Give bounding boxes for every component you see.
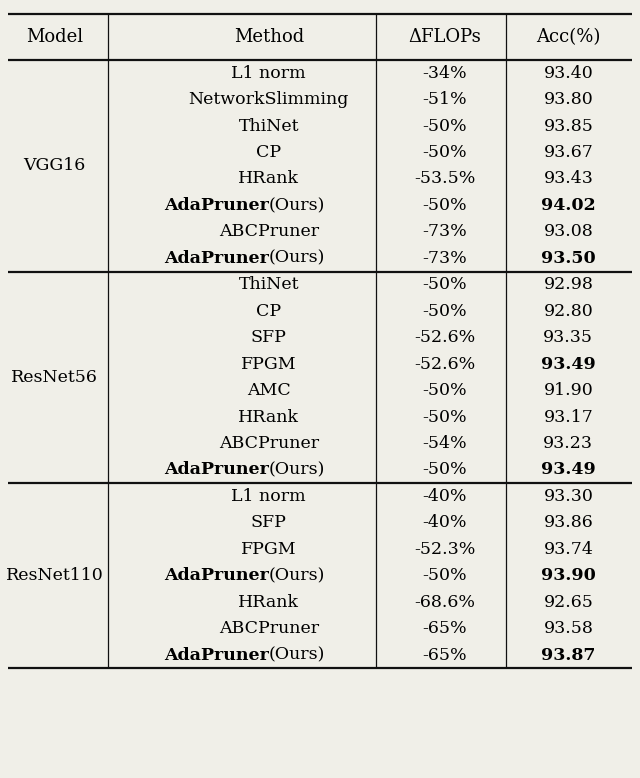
Text: -50%: -50% — [422, 197, 467, 214]
Text: 93.85: 93.85 — [543, 117, 593, 135]
Text: 93.43: 93.43 — [543, 170, 593, 187]
Text: -50%: -50% — [422, 382, 467, 399]
Text: -50%: -50% — [422, 117, 467, 135]
Text: SFP: SFP — [251, 329, 287, 346]
Text: 92.98: 92.98 — [543, 276, 593, 293]
Text: -54%: -54% — [422, 435, 467, 452]
Text: -50%: -50% — [422, 408, 467, 426]
Text: VGG16: VGG16 — [23, 157, 86, 174]
Text: 93.74: 93.74 — [543, 541, 593, 558]
Text: L1 norm: L1 norm — [232, 65, 306, 82]
Text: -51%: -51% — [422, 91, 467, 108]
Text: SFP: SFP — [251, 514, 287, 531]
Text: Method: Method — [234, 28, 304, 46]
Text: -40%: -40% — [422, 514, 467, 531]
Text: 93.35: 93.35 — [543, 329, 593, 346]
Text: CP: CP — [256, 303, 282, 320]
Text: (Ours): (Ours) — [269, 647, 325, 664]
Text: -50%: -50% — [422, 461, 467, 478]
Text: -52.6%: -52.6% — [414, 356, 476, 373]
Text: ABCPruner: ABCPruner — [219, 620, 319, 637]
Text: -65%: -65% — [422, 647, 467, 664]
Text: -50%: -50% — [422, 303, 467, 320]
Text: NetworkSlimming: NetworkSlimming — [189, 91, 349, 108]
Text: HRank: HRank — [238, 170, 300, 187]
Text: 93.23: 93.23 — [543, 435, 593, 452]
Text: 93.86: 93.86 — [543, 514, 593, 531]
Text: HRank: HRank — [238, 408, 300, 426]
Text: AdaPruner: AdaPruner — [164, 250, 269, 267]
Text: ABCPruner: ABCPruner — [219, 435, 319, 452]
Text: 94.02: 94.02 — [541, 197, 596, 214]
Text: 93.40: 93.40 — [543, 65, 593, 82]
Text: 93.08: 93.08 — [543, 223, 593, 240]
Text: ThiNet: ThiNet — [239, 276, 299, 293]
Text: Model: Model — [26, 28, 83, 46]
Text: AdaPruner: AdaPruner — [164, 197, 269, 214]
Text: 93.80: 93.80 — [543, 91, 593, 108]
Text: AdaPruner: AdaPruner — [164, 461, 269, 478]
Text: ResNet110: ResNet110 — [6, 567, 103, 584]
Text: ThiNet: ThiNet — [239, 117, 299, 135]
Text: (Ours): (Ours) — [269, 250, 325, 267]
Text: 93.58: 93.58 — [543, 620, 593, 637]
Text: -40%: -40% — [422, 488, 467, 505]
Text: L1 norm: L1 norm — [232, 488, 306, 505]
Text: (Ours): (Ours) — [269, 461, 325, 478]
Text: -68.6%: -68.6% — [414, 594, 476, 611]
Text: ΔFLOPs: ΔFLOPs — [408, 28, 481, 46]
Text: CP: CP — [256, 144, 282, 161]
Text: -50%: -50% — [422, 567, 467, 584]
Text: AdaPruner: AdaPruner — [164, 567, 269, 584]
Text: -73%: -73% — [422, 250, 467, 267]
Text: FPGM: FPGM — [241, 356, 296, 373]
Text: 93.17: 93.17 — [543, 408, 593, 426]
Text: -52.3%: -52.3% — [414, 541, 476, 558]
Text: -53.5%: -53.5% — [414, 170, 476, 187]
Text: 93.50: 93.50 — [541, 250, 596, 267]
Text: ABCPruner: ABCPruner — [219, 223, 319, 240]
Text: -50%: -50% — [422, 276, 467, 293]
Text: FPGM: FPGM — [241, 541, 296, 558]
Text: -65%: -65% — [422, 620, 467, 637]
Text: 93.90: 93.90 — [541, 567, 596, 584]
Text: -52.6%: -52.6% — [414, 329, 476, 346]
Text: 92.65: 92.65 — [543, 594, 593, 611]
Text: -34%: -34% — [422, 65, 467, 82]
Text: 93.87: 93.87 — [541, 647, 596, 664]
Text: (Ours): (Ours) — [269, 567, 325, 584]
Text: -73%: -73% — [422, 223, 467, 240]
Text: Acc(%): Acc(%) — [536, 28, 600, 46]
Text: 93.49: 93.49 — [541, 356, 596, 373]
Text: -50%: -50% — [422, 144, 467, 161]
Text: AMC: AMC — [247, 382, 291, 399]
Text: (Ours): (Ours) — [269, 197, 325, 214]
Text: 93.30: 93.30 — [543, 488, 593, 505]
Text: 92.80: 92.80 — [543, 303, 593, 320]
Text: HRank: HRank — [238, 594, 300, 611]
Text: 93.67: 93.67 — [543, 144, 593, 161]
Text: 93.49: 93.49 — [541, 461, 596, 478]
Text: AdaPruner: AdaPruner — [164, 647, 269, 664]
Text: 91.90: 91.90 — [543, 382, 593, 399]
Text: ResNet56: ResNet56 — [11, 369, 98, 386]
